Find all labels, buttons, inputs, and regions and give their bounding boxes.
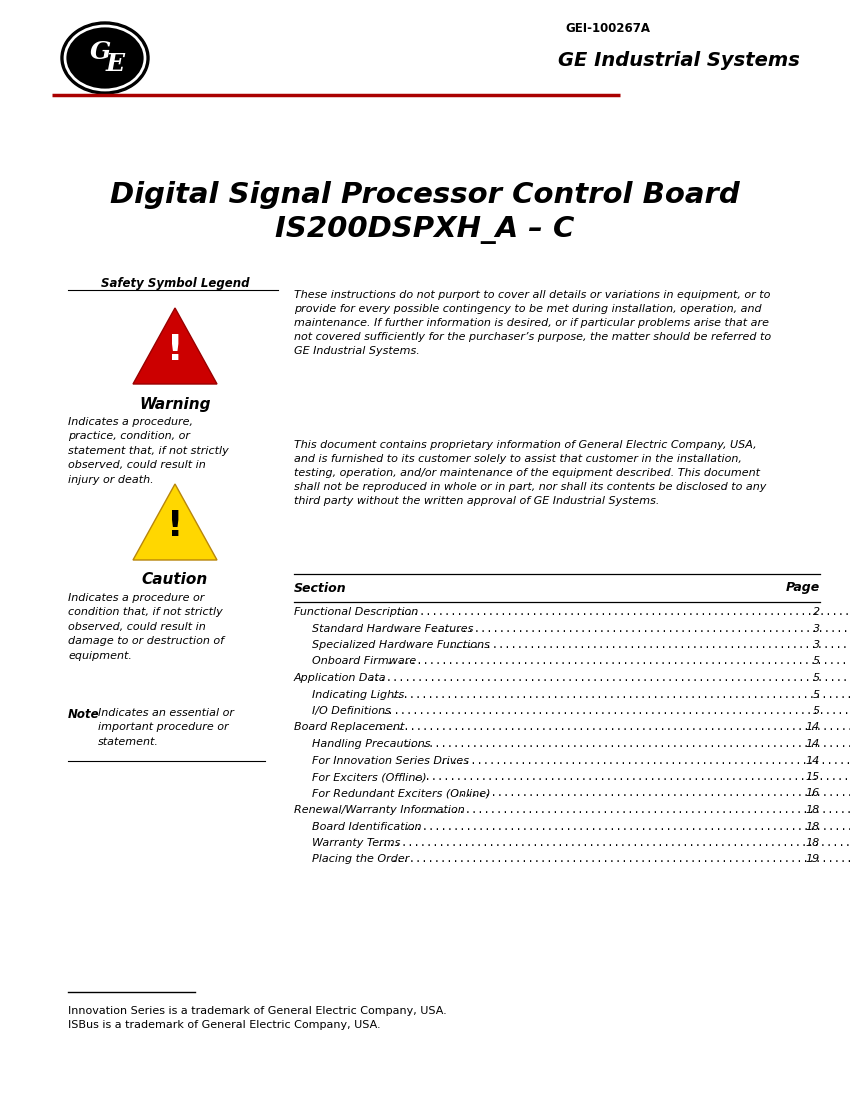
Text: ................................................................................: ........................................… <box>372 723 850 733</box>
Text: ................................................................................: ........................................… <box>440 756 850 766</box>
Text: GEI-100267A: GEI-100267A <box>565 22 650 34</box>
Text: I/O Definitions: I/O Definitions <box>312 706 391 716</box>
Text: Section: Section <box>294 582 347 594</box>
Text: 3: 3 <box>813 640 820 650</box>
Text: 5: 5 <box>813 706 820 716</box>
Text: 5: 5 <box>813 673 820 683</box>
Text: 15: 15 <box>806 772 820 782</box>
Text: 19: 19 <box>806 855 820 865</box>
Text: For Exciters (Offline): For Exciters (Offline) <box>312 772 427 782</box>
Text: !: ! <box>167 509 184 543</box>
Text: For Innovation Series Drives: For Innovation Series Drives <box>312 756 469 766</box>
Text: Renewal/Warranty Information: Renewal/Warranty Information <box>294 805 465 815</box>
Text: 14: 14 <box>806 756 820 766</box>
Text: Indicates a procedure,
practice, condition, or
statement that, if not strictly
o: Indicates a procedure, practice, conditi… <box>68 417 229 485</box>
Text: 14: 14 <box>806 723 820 733</box>
Text: ................................................................................: ........................................… <box>449 640 850 650</box>
Text: Board Identification: Board Identification <box>312 822 422 832</box>
Text: Board Replacement: Board Replacement <box>294 723 405 733</box>
Text: Safety Symbol Legend: Safety Symbol Legend <box>101 277 249 290</box>
Polygon shape <box>133 484 217 560</box>
Ellipse shape <box>61 22 149 94</box>
Text: Page: Page <box>785 582 820 594</box>
Text: !: ! <box>167 333 184 367</box>
Text: ................................................................................: ........................................… <box>404 822 850 832</box>
Text: These instructions do not purport to cover all details or variations in equipmen: These instructions do not purport to cov… <box>294 290 771 356</box>
Text: Indicates an essential or
important procedure or
statement.: Indicates an essential or important proc… <box>98 708 234 747</box>
Text: IS200DSPXH_A – C: IS200DSPXH_A – C <box>275 216 575 244</box>
Polygon shape <box>133 308 217 384</box>
Text: ................................................................................: ........................................… <box>390 855 850 865</box>
Text: Warning: Warning <box>139 396 211 411</box>
Text: ................................................................................: ........................................… <box>382 706 850 716</box>
Text: 2: 2 <box>813 607 820 617</box>
Text: Digital Signal Processor Control Board: Digital Signal Processor Control Board <box>110 182 740 209</box>
Text: ................................................................................: ........................................… <box>368 673 850 683</box>
Text: Handling Precautions: Handling Precautions <box>312 739 430 749</box>
Text: Indicates a procedure or
condition that, if not strictly
observed, could result : Indicates a procedure or condition that,… <box>68 593 224 661</box>
Text: ................................................................................: ........................................… <box>454 789 850 799</box>
Text: 16: 16 <box>806 789 820 799</box>
Text: E: E <box>105 52 124 76</box>
Text: 18: 18 <box>806 822 820 832</box>
Text: 3: 3 <box>813 624 820 634</box>
Text: ................................................................................: ........................................… <box>390 690 850 700</box>
Text: GE Industrial Systems: GE Industrial Systems <box>558 51 800 69</box>
Text: Functional Description: Functional Description <box>294 607 418 617</box>
Text: 18: 18 <box>806 805 820 815</box>
Text: ................................................................................: ........................................… <box>413 772 850 782</box>
Text: Standard Hardware Features: Standard Hardware Features <box>312 624 473 634</box>
Text: Indicating Lights: Indicating Lights <box>312 690 405 700</box>
Text: Application Data: Application Data <box>294 673 387 683</box>
Text: 18: 18 <box>806 838 820 848</box>
Text: 5: 5 <box>813 690 820 700</box>
Text: ................................................................................: ........................................… <box>386 657 850 667</box>
Text: ................................................................................: ........................................… <box>377 838 850 848</box>
Text: ................................................................................: ........................................… <box>422 805 850 815</box>
Text: Caution: Caution <box>142 572 208 587</box>
Text: Onboard Firmware: Onboard Firmware <box>312 657 416 667</box>
Text: For Redundant Exciters (Online): For Redundant Exciters (Online) <box>312 789 490 799</box>
Text: G: G <box>89 40 110 64</box>
Text: Specialized Hardware Functions: Specialized Hardware Functions <box>312 640 490 650</box>
Text: ISBus is a trademark of General Electric Company, USA.: ISBus is a trademark of General Electric… <box>68 1020 381 1030</box>
Text: This document contains proprietary information of General Electric Company, USA,: This document contains proprietary infor… <box>294 440 767 506</box>
Text: Warranty Terms: Warranty Terms <box>312 838 400 848</box>
Text: 5: 5 <box>813 657 820 667</box>
Text: ................................................................................: ........................................… <box>395 607 850 617</box>
Text: Note: Note <box>68 708 99 720</box>
Text: ................................................................................: ........................................… <box>431 624 850 634</box>
Text: Placing the Order: Placing the Order <box>312 855 410 865</box>
Text: Innovation Series is a trademark of General Electric Company, USA.: Innovation Series is a trademark of Gene… <box>68 1006 447 1016</box>
Text: 14: 14 <box>806 739 820 749</box>
Text: ................................................................................: ........................................… <box>404 739 850 749</box>
